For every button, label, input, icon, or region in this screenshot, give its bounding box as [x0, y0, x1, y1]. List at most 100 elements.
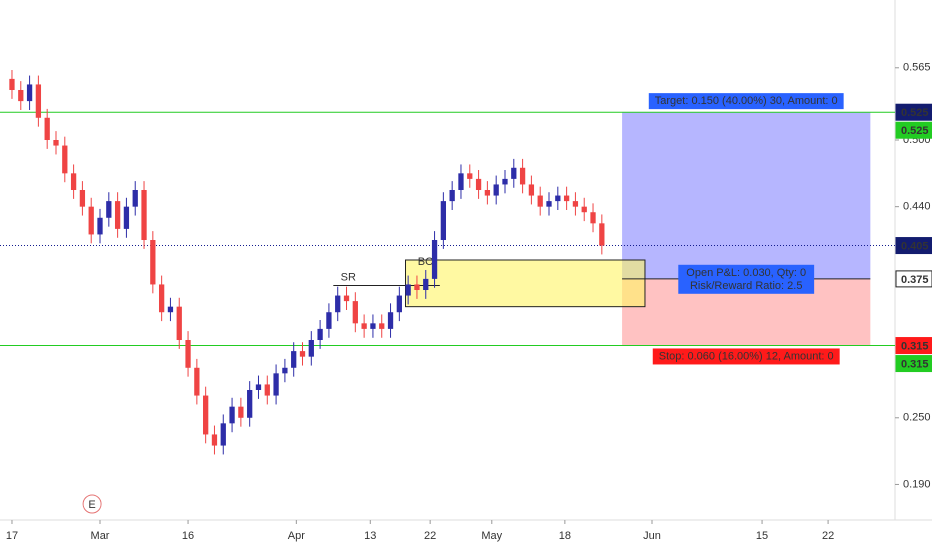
- candle-body: [26, 84, 33, 102]
- candle-body: [440, 201, 447, 240]
- candle-body: [203, 395, 209, 435]
- candle-body: [379, 323, 385, 329]
- last-price: 0.405: [901, 240, 929, 252]
- candle-body: [158, 284, 165, 313]
- candle-body: [343, 295, 350, 302]
- candle-body: [18, 90, 24, 102]
- candle-body: [555, 195, 561, 202]
- candle-body: [238, 406, 244, 418]
- candle-body: [35, 84, 42, 118]
- candle-body: [282, 367, 288, 374]
- x-tick-label: Jun: [643, 530, 661, 542]
- candle-body: [44, 117, 50, 140]
- target-price: 0.525: [901, 107, 929, 119]
- candle-body: [114, 201, 121, 229]
- target-line-price: 0.525: [901, 125, 929, 137]
- candle-body: [352, 301, 358, 324]
- candle-body: [150, 240, 156, 285]
- sr-label: SR: [341, 271, 356, 283]
- candle-body: [194, 367, 200, 396]
- candle-body: [123, 206, 130, 229]
- stop-line-price: 0.315: [901, 358, 929, 370]
- candle-body: [414, 284, 420, 290]
- candle-body: [176, 306, 182, 340]
- event-marker: [82, 494, 102, 514]
- y-tick-label: 0.250: [903, 412, 931, 424]
- candle-body: [537, 195, 543, 207]
- x-tick-label: 22: [822, 530, 834, 542]
- candle-body: [97, 217, 103, 235]
- stop-price: 0.315: [901, 340, 929, 352]
- x-tick-label: Apr: [288, 530, 305, 542]
- target-line-price-bg: [895, 121, 932, 139]
- bo-label: BO: [418, 256, 434, 268]
- x-tick-label: 13: [364, 530, 376, 542]
- candle-body: [317, 328, 323, 340]
- pnl-box: [678, 264, 815, 294]
- candle-body: [70, 173, 77, 190]
- candle-body: [335, 295, 341, 313]
- x-tick-label: 15: [756, 530, 768, 542]
- candle-body: [572, 201, 579, 207]
- zone-box: [405, 259, 646, 308]
- candle-body: [423, 278, 429, 290]
- candle-body: [167, 306, 174, 313]
- y-tick-label: 0.565: [903, 62, 931, 74]
- target-label-bg: [648, 93, 844, 110]
- candle-body: [211, 434, 218, 446]
- candle-body: [528, 184, 535, 196]
- last-price-bg: [895, 237, 932, 255]
- candle-body: [396, 295, 402, 313]
- x-tick-label: May: [481, 530, 502, 542]
- candle-body: [484, 190, 491, 196]
- target-price-bg: [895, 103, 932, 121]
- target-zone: [622, 112, 871, 279]
- candle-body: [88, 206, 94, 235]
- candle-body: [475, 178, 482, 190]
- candle-body: [106, 201, 112, 218]
- pnl-label: Open P&L: 0.030, Qty: 0: [686, 267, 806, 279]
- x-tick-label: Mar: [91, 530, 110, 542]
- candle-body: [458, 173, 464, 190]
- x-tick-label: 18: [559, 530, 571, 542]
- candle-body: [299, 351, 306, 357]
- candle-body: [502, 178, 508, 185]
- stop-label-bg: [652, 348, 840, 365]
- y-tick-label: 0.190: [903, 478, 931, 490]
- y-tick-label: 0.440: [903, 201, 931, 213]
- candle-body: [273, 373, 279, 396]
- candle-body: [185, 340, 191, 368]
- candle-body: [387, 312, 394, 329]
- stop-label: Stop: 0.060 (16.00%) 12, Amount: 0: [659, 350, 834, 362]
- target-label: Target: 0.150 (40.00%) 30, Amount: 0: [655, 95, 838, 107]
- candle-body: [467, 173, 473, 179]
- entry-price: 0.375: [901, 274, 929, 286]
- stop-line-price-bg: [895, 355, 932, 373]
- candle-body: [255, 384, 262, 390]
- candle-body: [220, 423, 226, 446]
- candle-body: [370, 323, 376, 329]
- x-tick-label: 17: [6, 530, 18, 542]
- candle-body: [546, 201, 552, 207]
- candle-body: [132, 190, 138, 207]
- x-tick-label: 22: [424, 530, 436, 542]
- candle-body: [308, 340, 314, 357]
- stop-price-bg: [895, 337, 932, 355]
- candle-body: [291, 351, 297, 368]
- candle-body: [431, 240, 438, 279]
- candle-body: [229, 406, 235, 424]
- candle-body: [563, 195, 570, 202]
- candle-body: [79, 190, 86, 207]
- candle-body: [581, 206, 587, 213]
- candle-body: [590, 212, 596, 224]
- entry-price-bg: [895, 270, 932, 288]
- candle-body: [519, 167, 526, 185]
- candle-body: [247, 390, 253, 418]
- candle-body: [599, 223, 605, 246]
- candle-body: [9, 78, 15, 90]
- x-tick-label: 16: [182, 530, 194, 542]
- candle-body: [511, 167, 517, 179]
- event-label: E: [88, 499, 95, 511]
- candle-body: [264, 384, 270, 396]
